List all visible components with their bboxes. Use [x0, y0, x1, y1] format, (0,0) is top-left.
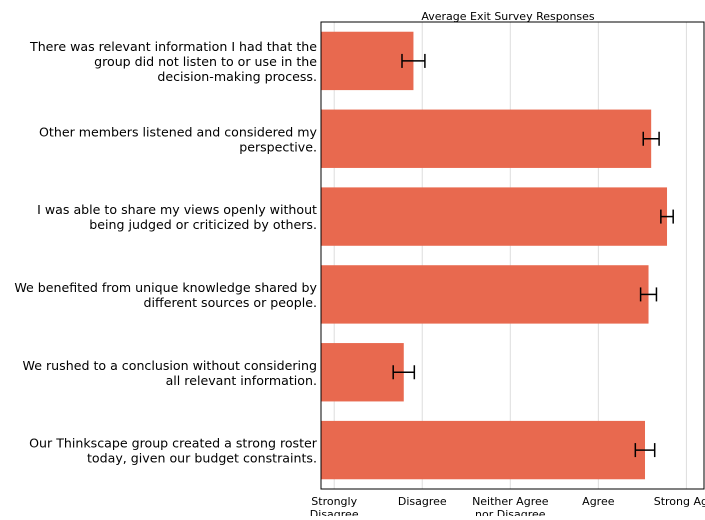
x-tick-label: Strongly Disagree: [310, 495, 359, 516]
error-bar: [660, 209, 674, 224]
bar: [321, 187, 668, 246]
category-label: We benefited from unique knowledge share…: [14, 280, 317, 310]
x-tick-label: Disagree: [398, 495, 447, 508]
bar: [321, 343, 404, 402]
error-bar: [639, 287, 658, 302]
error-bar: [392, 365, 416, 380]
plot-frame: [320, 21, 705, 490]
x-tick-label: Neither Agree nor Disagree: [472, 495, 549, 516]
x-tick-labels: Strongly Disagree Disagree Neither Agree nor…: [310, 495, 705, 520]
error-bar: [642, 131, 660, 146]
category-label: There was relevant information I had tha…: [29, 39, 317, 84]
error-bar: [634, 443, 656, 458]
bar: [321, 265, 649, 324]
category-label: Other members listened and considered my…: [39, 124, 318, 154]
bar: [321, 420, 646, 480]
category-label: I was able to share my views openly with…: [37, 202, 317, 232]
category-labels: There was relevant information I had tha…: [14, 39, 317, 466]
chart-title: Average Exit Survey Responses: [421, 10, 595, 23]
category-label: We rushed to a conclusion without consid…: [23, 358, 317, 388]
grid-lines: [333, 22, 687, 489]
category-label: Our Thinkscape group created a strong ro…: [29, 436, 318, 466]
x-tick-label: Agree: [582, 495, 615, 508]
error-bar: [401, 53, 426, 68]
error-bars: [392, 53, 674, 458]
bars: [321, 31, 668, 480]
x-tick-label: Strong Agre: [654, 495, 705, 508]
bar: [321, 31, 414, 91]
bar: [321, 109, 652, 168]
